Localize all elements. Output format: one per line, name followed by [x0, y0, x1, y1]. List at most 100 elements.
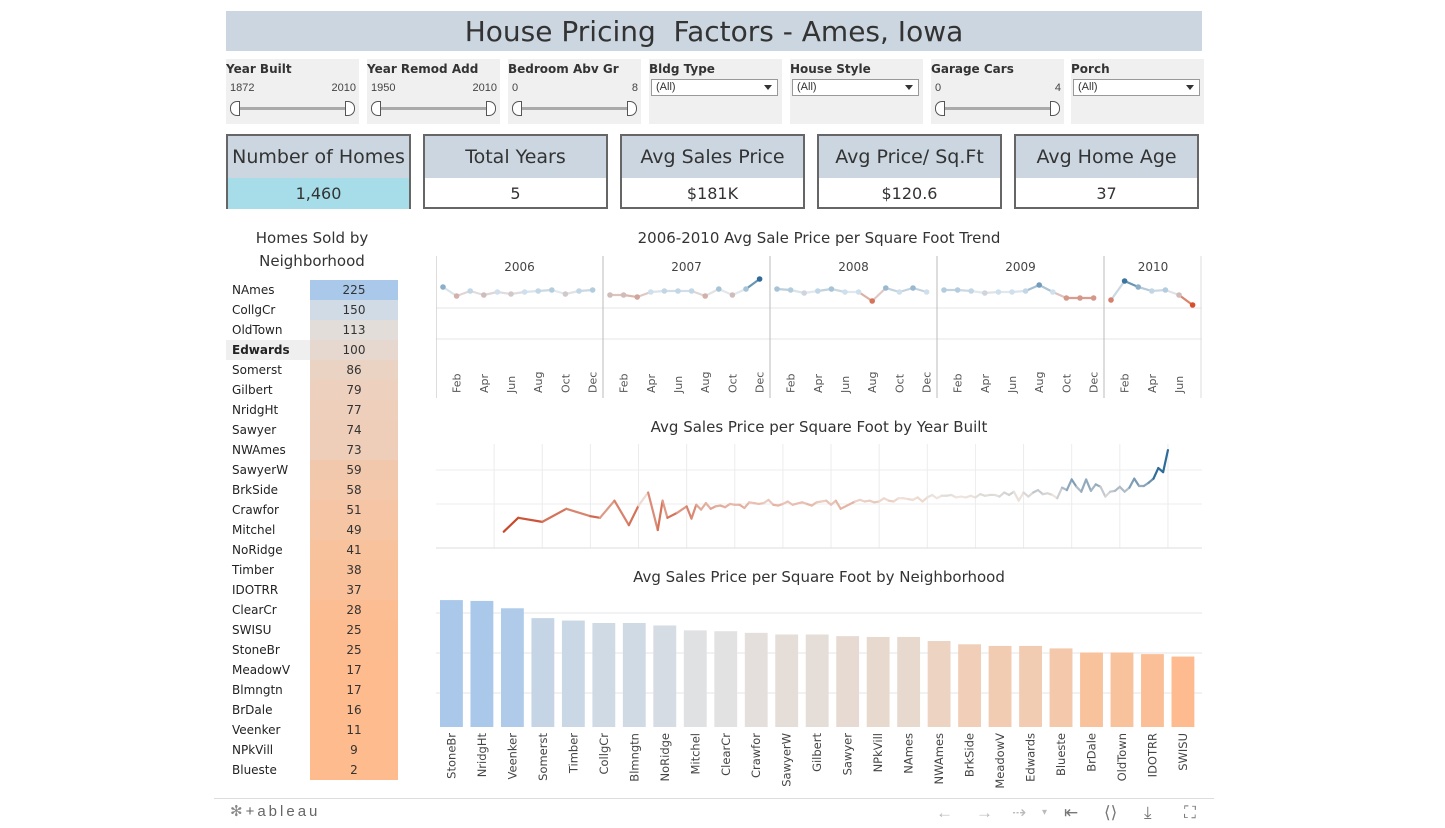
trend-point[interactable] — [743, 286, 749, 292]
trend-point[interactable] — [1050, 289, 1056, 295]
table-row[interactable]: OldTown 113 — [226, 320, 398, 340]
yearbuilt-line-segment[interactable] — [1070, 478, 1078, 488]
yearbuilt-line-segment[interactable] — [1080, 478, 1088, 493]
yearbuilt-line-segment[interactable] — [1012, 490, 1020, 502]
yearbuilt-line-segment[interactable] — [1089, 483, 1097, 492]
kpi-number-of-homes[interactable]: Number of Homes 1,460 — [226, 134, 411, 209]
slider-min-handle[interactable] — [371, 101, 381, 116]
table-row[interactable]: Blueste 2 — [226, 760, 398, 780]
trend-point[interactable] — [716, 286, 722, 292]
bar-NoRidge[interactable] — [653, 625, 677, 727]
yearbuilt-line-segment[interactable] — [1162, 448, 1170, 474]
trend-point[interactable] — [842, 289, 848, 295]
table-row[interactable]: NAmes 225 — [226, 280, 398, 300]
trend-point[interactable] — [648, 289, 654, 295]
trend-point[interactable] — [995, 289, 1002, 295]
trend-point[interactable] — [508, 291, 514, 297]
table-row[interactable]: Blmngtn 17 — [226, 680, 398, 700]
kpi-avg-home-age[interactable]: Avg Home Age 37 — [1014, 134, 1199, 209]
yearbuilt-line-segment[interactable] — [1017, 491, 1025, 502]
table-row[interactable]: NridgHt 77 — [226, 400, 398, 420]
bar-BrDale[interactable] — [1080, 652, 1103, 727]
yearbuilt-line-segment[interactable] — [675, 505, 688, 515]
yearbuilt-line-segment[interactable] — [1128, 477, 1136, 489]
table-row[interactable]: Somerst 86 — [226, 360, 398, 380]
trend-point[interactable] — [1009, 289, 1015, 295]
table-row[interactable]: NoRidge 41 — [226, 540, 398, 560]
yearbuilt-line-segment[interactable] — [666, 511, 679, 519]
trend-point[interactable] — [828, 286, 835, 292]
trend-point[interactable] — [521, 289, 528, 295]
trend-point[interactable] — [954, 287, 961, 293]
bar-Blueste[interactable] — [1049, 648, 1073, 727]
table-row[interactable]: NPkVill 9 — [226, 740, 398, 760]
table-row[interactable]: ClearCr 28 — [226, 600, 398, 620]
revert-menu-icon[interactable]: ▾ — [1042, 807, 1048, 818]
trend-point[interactable] — [1135, 284, 1141, 290]
trend-point[interactable] — [1176, 292, 1182, 298]
yearbuilt-line-segment[interactable] — [613, 499, 630, 527]
table-row[interactable]: Veenker 11 — [226, 720, 398, 740]
table-row[interactable]: Sawyer 74 — [226, 420, 398, 440]
yearbuilt-line-segment[interactable] — [589, 515, 602, 519]
trend-point[interactable] — [1121, 278, 1128, 284]
yearbuilt-line-segment[interactable] — [767, 498, 775, 506]
fullscreen-icon[interactable]: ⛶ — [1184, 803, 1196, 822]
tableau-logo-icon[interactable]: ✻+ableau — [230, 803, 321, 820]
slider-track[interactable] — [375, 107, 492, 110]
table-row[interactable]: SWISU 25 — [226, 620, 398, 640]
yearbuilt-line-segment[interactable] — [1133, 477, 1141, 488]
yearbuilt-chart[interactable] — [436, 444, 1202, 552]
table-row[interactable]: Gilbert 79 — [226, 380, 398, 400]
table-row[interactable]: CollgCr 150 — [226, 300, 398, 320]
yearbuilt-line-segment[interactable] — [517, 516, 544, 523]
slider-max-handle[interactable] — [345, 101, 355, 116]
trend-point[interactable] — [481, 292, 487, 298]
table-row[interactable]: Edwards 100 — [226, 340, 398, 360]
yearbuilt-line-segment[interactable] — [647, 491, 659, 532]
yearbuilt-line-segment[interactable] — [704, 502, 712, 510]
revert-icon[interactable]: ⇢ — [1012, 803, 1027, 822]
trend-point[interactable] — [756, 276, 763, 282]
yearbuilt-line-segment[interactable] — [791, 501, 804, 506]
trend-point[interactable] — [702, 293, 708, 299]
trend-point[interactable] — [801, 290, 807, 296]
trend-point[interactable] — [896, 289, 903, 295]
table-row[interactable]: Crawfor 51 — [226, 500, 398, 520]
redo-icon[interactable]: → — [976, 803, 993, 822]
bar-ClearCr[interactable] — [714, 631, 738, 727]
bar-Blmngtn[interactable] — [622, 623, 646, 727]
yearbuilt-line-segment[interactable] — [565, 507, 592, 518]
trend-point[interactable] — [589, 287, 596, 293]
table-row[interactable]: MeadowV 17 — [226, 660, 398, 680]
trend-point[interactable] — [729, 292, 736, 298]
trend-point[interactable] — [1149, 288, 1155, 294]
trend-point[interactable] — [774, 286, 780, 292]
yearbuilt-line-segment[interactable] — [834, 499, 842, 510]
table-row[interactable]: BrDale 16 — [226, 700, 398, 720]
trend-point[interactable] — [494, 289, 501, 295]
trend-point[interactable] — [855, 289, 862, 295]
table-row[interactable]: SawyerW 59 — [226, 460, 398, 480]
trend-point[interactable] — [1036, 282, 1042, 288]
table-row[interactable]: IDOTRR 37 — [226, 580, 398, 600]
bar-Mitchel[interactable] — [683, 630, 707, 727]
trend-point[interactable] — [1063, 295, 1070, 301]
bar-SawyerW[interactable] — [775, 634, 799, 727]
bar-OldTown[interactable] — [1110, 652, 1134, 727]
kpi-avg-price-sq-ft[interactable]: Avg Price/ Sq.Ft $120.6 — [817, 134, 1002, 209]
trend-point[interactable] — [883, 285, 889, 291]
filter-dropdown[interactable]: (All) — [1073, 79, 1200, 96]
bar-Crawfor[interactable] — [744, 632, 768, 727]
trend-point[interactable] — [1077, 295, 1083, 301]
table-row[interactable]: Timber 38 — [226, 560, 398, 580]
yearbuilt-line-segment[interactable] — [1056, 486, 1064, 500]
trend-point[interactable] — [562, 291, 569, 297]
table-row[interactable]: NWAmes 73 — [226, 440, 398, 460]
slider-track[interactable] — [516, 107, 633, 110]
trend-point[interactable] — [1022, 288, 1029, 294]
trend-point[interactable] — [688, 288, 695, 294]
trend-point[interactable] — [661, 288, 668, 294]
slider-track[interactable] — [234, 107, 351, 110]
yearbuilt-line-segment[interactable] — [699, 502, 707, 511]
